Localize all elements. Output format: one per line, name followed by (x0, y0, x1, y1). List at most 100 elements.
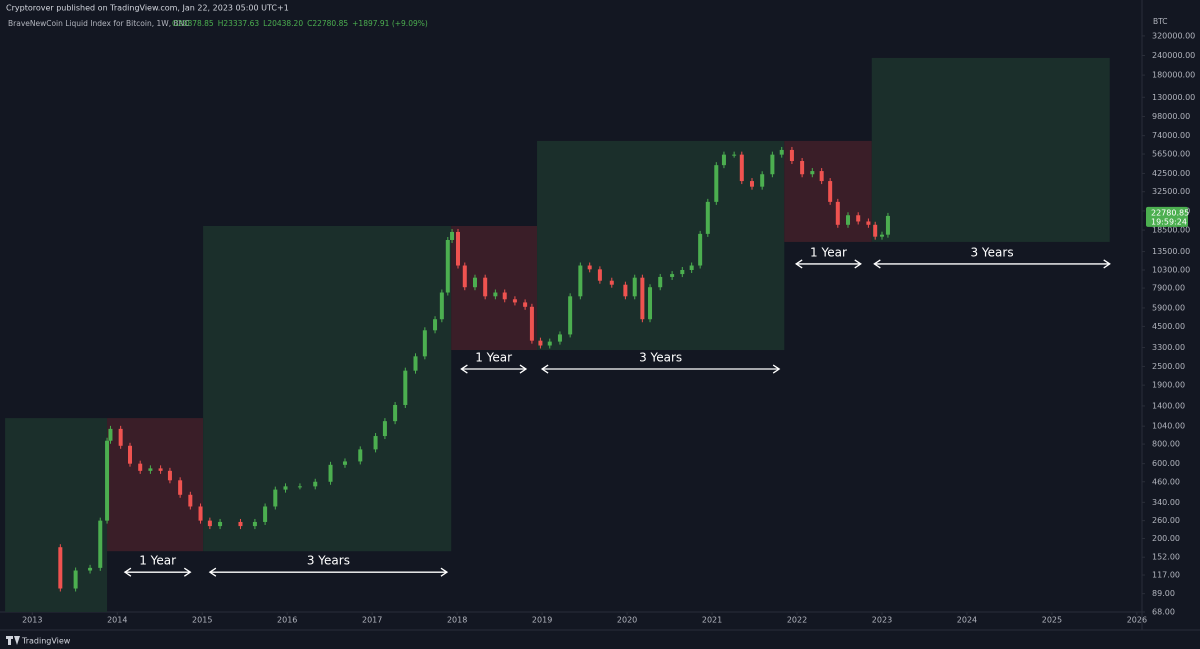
ohlc-value: H23337.63 (218, 19, 260, 28)
x-tick-label: 2024 (957, 616, 977, 625)
logo (6, 636, 20, 645)
candle-body (512, 299, 517, 303)
x-tick-label: 2026 (1127, 616, 1147, 625)
y-tick-label: 13500.00 (1152, 247, 1190, 256)
candle-body (523, 302, 528, 307)
candle-body (472, 277, 477, 288)
candle-body (502, 292, 507, 300)
candle-body (705, 201, 710, 234)
x-tick-label: 2016 (277, 616, 297, 625)
candle-body (866, 221, 871, 225)
candle-body (462, 265, 467, 288)
x-tick-label: 2022 (787, 616, 807, 625)
candle-body (856, 215, 861, 222)
y-tick-label: 260.00 (1152, 516, 1180, 525)
annotation-label: 3 Years (307, 554, 350, 568)
candle-body (779, 149, 784, 155)
y-tick-label: 18500.00 (1152, 226, 1190, 235)
candle-body (218, 521, 223, 527)
candle-body (739, 154, 744, 182)
zone (5, 418, 108, 612)
footer-brand: TradingView (21, 637, 71, 646)
candle-body (439, 292, 444, 320)
candle-body (148, 468, 153, 471)
ohlc-value: L20438.20 (263, 19, 303, 28)
y-tick-label: 340.00 (1152, 498, 1180, 507)
y-unit: BTC (1153, 17, 1168, 26)
x-tick-label: 2021 (702, 616, 722, 625)
zone (784, 140, 872, 242)
candle-body (689, 265, 694, 270)
candle-body (382, 421, 387, 437)
x-tick-label: 2020 (617, 616, 637, 625)
annotation-label: 1 Year (810, 245, 847, 259)
candle-body (297, 486, 302, 488)
ohlc-value: C22780.85 (307, 19, 348, 28)
candle-body (98, 520, 103, 568)
candle-body (568, 296, 573, 335)
candle-body (403, 370, 408, 405)
candle-body (105, 440, 110, 521)
candle-body (483, 277, 488, 297)
candle-body (529, 306, 534, 341)
ohlc-value: +1897.91 (+9.09%) (352, 19, 428, 28)
candle-body (178, 480, 183, 495)
candle-body (547, 341, 552, 346)
y-tick-label: 117.00 (1152, 571, 1180, 580)
candle-body (198, 506, 203, 521)
candle-body (358, 449, 363, 462)
candle-body (648, 287, 653, 320)
candle-body (828, 181, 833, 202)
candle-body (207, 520, 212, 527)
arrow-head (540, 364, 781, 374)
chart-title: BraveNewCoin Liquid Index for Bitcoin, 1… (8, 19, 189, 28)
candle-body (342, 461, 347, 465)
candle-body (373, 436, 378, 450)
y-tick-label: 130000.00 (1152, 93, 1195, 102)
candle-body (413, 356, 418, 371)
candle-body (885, 215, 890, 235)
candle-body (58, 547, 63, 589)
candle-body (313, 481, 318, 487)
candle-body (138, 463, 143, 471)
candle-body (609, 280, 614, 285)
y-tick-label: 1900.00 (1152, 381, 1185, 390)
y-tick-label: 10300.00 (1152, 265, 1190, 274)
y-tick-label: 56500.00 (1152, 150, 1190, 159)
candle-body (714, 165, 719, 202)
y-tick-label: 1040.00 (1152, 422, 1185, 431)
zone (203, 225, 452, 552)
candle-body (422, 330, 427, 357)
zone (451, 225, 538, 351)
arrow-head (123, 567, 192, 577)
y-tick-label: 2500.00 (1152, 362, 1185, 371)
countdown: 19:59:24 (1151, 217, 1187, 226)
y-tick-label: 7900.00 (1152, 284, 1185, 293)
candle-body (810, 171, 815, 175)
candle-body (557, 334, 562, 342)
x-tick-label: 2018 (447, 616, 467, 625)
candle-body (760, 174, 765, 187)
candle-body (238, 521, 243, 527)
price-badge (1146, 206, 1188, 227)
y-tick-label: 5900.00 (1152, 303, 1185, 312)
y-tick-label: 240000.00 (1152, 51, 1195, 60)
candle-body (158, 468, 163, 471)
candle-body (623, 284, 628, 297)
annotation-label: 3 Years (970, 245, 1013, 259)
y-tick-label: 98000.00 (1152, 112, 1190, 121)
candle-body (128, 445, 133, 464)
y-tick-label: 74000.00 (1152, 131, 1190, 140)
last-price: 22780.85 (1151, 208, 1189, 217)
candle-body (273, 489, 278, 507)
candle-body (721, 154, 726, 166)
arrow-head (208, 567, 449, 577)
arrow-head (873, 259, 1111, 269)
candle-body (283, 486, 288, 490)
candle-body (455, 231, 460, 266)
candle-body (597, 269, 602, 281)
x-tick-label: 2025 (1042, 616, 1062, 625)
x-tick-label: 2017 (362, 616, 382, 625)
annotation-label: 1 Year (475, 351, 512, 365)
